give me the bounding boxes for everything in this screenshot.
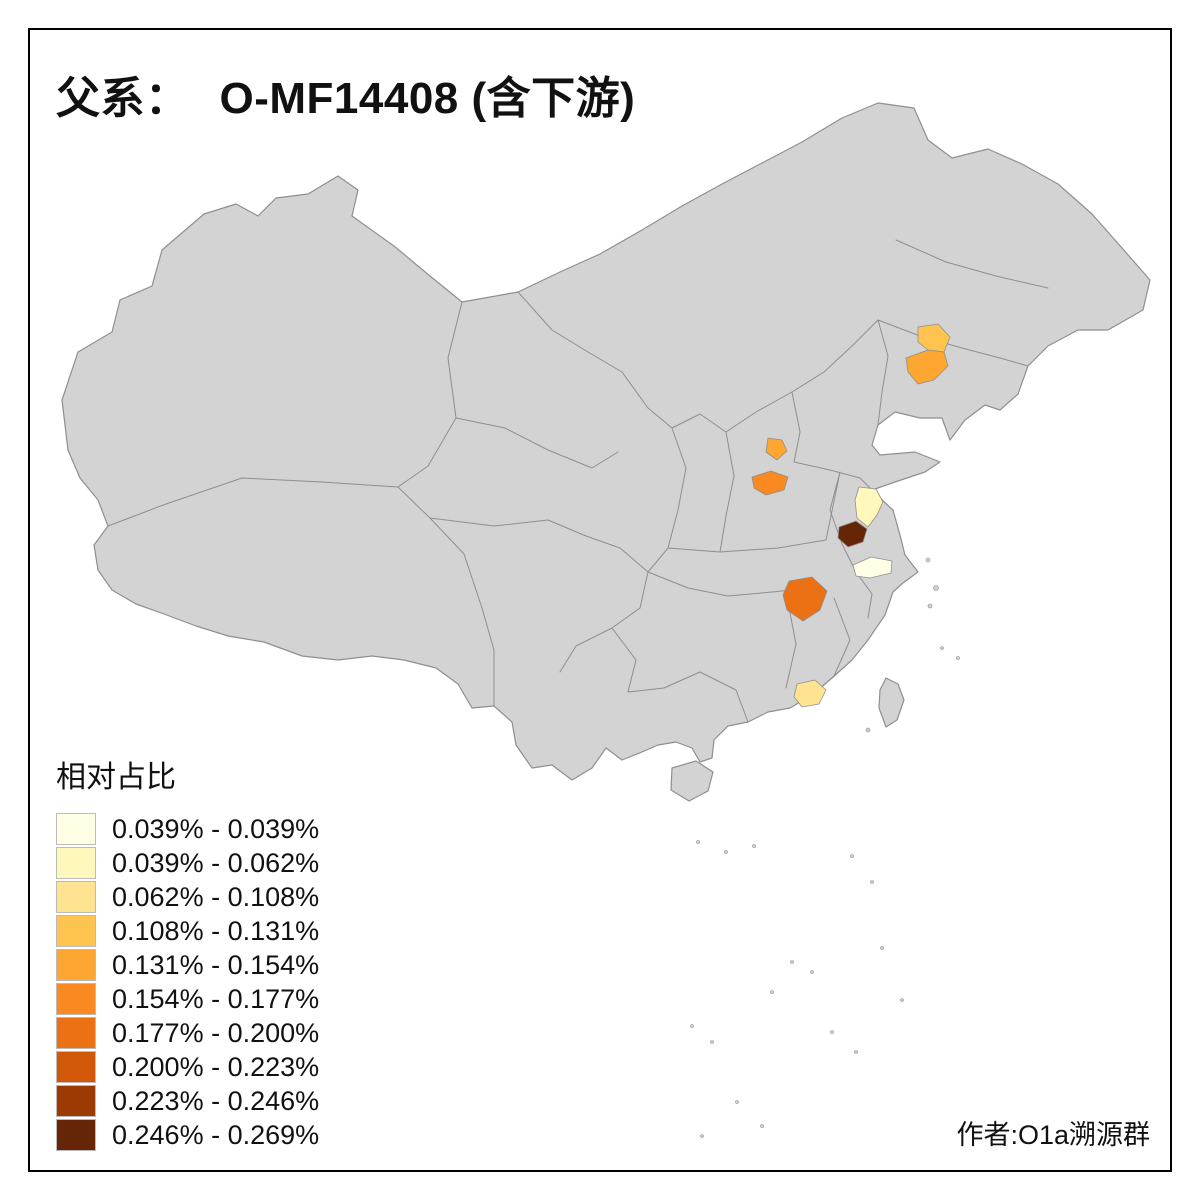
legend-row: 0.062% - 0.108% bbox=[56, 880, 319, 914]
legend-row: 0.154% - 0.177% bbox=[56, 982, 319, 1016]
legend-swatch bbox=[56, 881, 96, 913]
highlighted-regions bbox=[751, 323, 951, 708]
taiwan-island bbox=[878, 677, 905, 728]
legend-row: 0.223% - 0.246% bbox=[56, 1084, 319, 1118]
legend-label: 0.062% - 0.108% bbox=[112, 881, 320, 912]
legend-swatch bbox=[56, 1085, 96, 1117]
legend-row: 0.200% - 0.223% bbox=[56, 1050, 319, 1084]
legend-swatch bbox=[56, 813, 96, 845]
legend-swatch bbox=[56, 1119, 96, 1151]
legend-swatch bbox=[56, 949, 96, 981]
legend-swatch bbox=[56, 1051, 96, 1083]
map-highlight-region bbox=[782, 576, 828, 622]
legend-swatch bbox=[56, 983, 96, 1015]
title-lineage: O-MF14408 (含下游) bbox=[219, 74, 636, 123]
map-highlight-region bbox=[905, 349, 949, 385]
legend-row: 0.108% - 0.131% bbox=[56, 914, 319, 948]
title-prefix: 父系： bbox=[56, 74, 190, 123]
hainan-island bbox=[670, 760, 714, 802]
page-title: 父系： O-MF14408 (含下游) bbox=[56, 62, 635, 126]
map-highlight-region bbox=[765, 437, 788, 461]
map-highlight-region bbox=[852, 556, 893, 579]
map-highlight-region bbox=[854, 486, 884, 528]
legend-row: 0.246% - 0.269% bbox=[56, 1118, 319, 1152]
legend-label: 0.154% - 0.177% bbox=[112, 983, 320, 1014]
map-highlight-region bbox=[751, 470, 789, 496]
province-borders bbox=[107, 239, 1049, 723]
legend-swatch bbox=[56, 1017, 96, 1049]
legend-label: 0.039% - 0.039% bbox=[112, 813, 320, 844]
legend-label: 0.177% - 0.200% bbox=[112, 1017, 320, 1048]
legend-row: 0.039% - 0.039% bbox=[56, 812, 319, 846]
legend: 相对占比 0.039% - 0.039% 0.039% - 0.062% 0.0… bbox=[56, 752, 319, 1152]
legend-swatch bbox=[56, 847, 96, 879]
legend-label: 0.108% - 0.131% bbox=[112, 915, 320, 946]
legend-label: 0.246% - 0.269% bbox=[112, 1119, 320, 1150]
legend-label: 0.131% - 0.154% bbox=[112, 949, 320, 980]
legend-label: 0.039% - 0.062% bbox=[112, 847, 320, 878]
legend-label: 0.223% - 0.246% bbox=[112, 1085, 320, 1116]
legend-row: 0.039% - 0.062% bbox=[56, 846, 319, 880]
legend-row: 0.131% - 0.154% bbox=[56, 948, 319, 982]
attribution-text: 作者:O1a溯源群 bbox=[956, 1120, 1150, 1150]
map-highlight-region bbox=[837, 520, 868, 548]
legend-row: 0.177% - 0.200% bbox=[56, 1016, 319, 1050]
legend-label: 0.200% - 0.223% bbox=[112, 1051, 320, 1082]
map-highlight-region bbox=[793, 679, 827, 708]
legend-swatch bbox=[56, 915, 96, 947]
small-islands bbox=[690, 557, 960, 1138]
china-mainland bbox=[61, 102, 1151, 781]
legend-title: 相对占比 bbox=[56, 761, 176, 794]
